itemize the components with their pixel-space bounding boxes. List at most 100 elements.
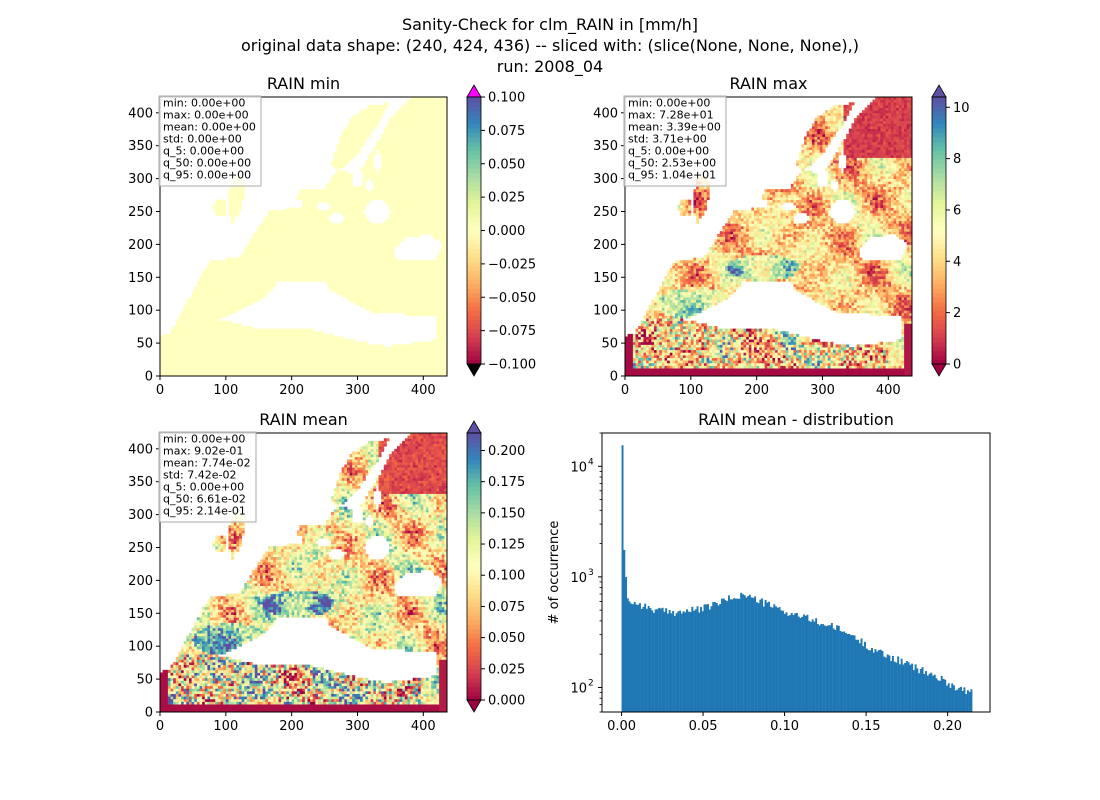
heatmap-cell — [186, 302, 190, 306]
heatmap-cell — [354, 225, 358, 229]
heatmap-cell — [233, 352, 237, 356]
heatmap-cell — [299, 275, 303, 280]
heatmap-cell — [341, 252, 345, 256]
heatmap-cell — [425, 215, 429, 219]
heatmap-cell — [402, 225, 406, 229]
heatmap-cell — [439, 373, 443, 377]
heatmap-cell — [183, 373, 187, 377]
heatmap-cell — [289, 278, 293, 282]
heatmap-cell — [291, 336, 295, 340]
heatmap-cell — [204, 325, 208, 330]
heatmap-cell — [433, 294, 437, 298]
heatmap-cell — [439, 275, 443, 280]
heatmap-cell — [252, 265, 256, 269]
heatmap-cell — [210, 262, 214, 266]
heatmap-cell — [344, 352, 348, 356]
heatmap-cell — [267, 270, 271, 274]
heatmap-cell — [441, 231, 445, 235]
heatmap-cell — [273, 344, 277, 348]
heatmap-cell — [286, 368, 290, 372]
heatmap-cell — [341, 344, 345, 348]
heatmap-cell — [270, 362, 274, 366]
heatmap-cell — [181, 368, 185, 372]
heatmap-cell — [204, 347, 208, 351]
heatmap-cell — [262, 333, 266, 337]
heatmap-cell — [312, 202, 316, 206]
heatmap-cell — [391, 283, 395, 287]
heatmap-cell — [233, 194, 237, 198]
heatmap-cell — [275, 225, 279, 229]
heatmap-cell — [362, 362, 366, 366]
heatmap-cell — [220, 275, 224, 280]
heatmap-cell — [404, 302, 408, 306]
heatmap-cell — [365, 197, 369, 201]
heatmap-cell — [336, 286, 340, 290]
heatmap-cell — [418, 204, 422, 208]
heatmap-cell — [181, 354, 185, 358]
heatmap-cell — [291, 260, 295, 264]
heatmap-cell — [202, 328, 206, 332]
heatmap-cell — [265, 278, 269, 282]
heatmap-cell — [404, 265, 408, 269]
heatmap-cell — [441, 286, 445, 290]
heatmap-cell — [217, 370, 221, 374]
heatmap-cell — [383, 252, 387, 256]
heatmap-cell — [275, 241, 279, 245]
heatmap-cell — [220, 273, 224, 277]
heatmap-cell — [231, 262, 235, 266]
heatmap-cell — [381, 268, 385, 272]
heatmap-cell — [183, 365, 187, 369]
heatmap-cell — [412, 220, 416, 224]
heatmap-cell — [375, 299, 379, 303]
heatmap-cell — [236, 333, 240, 337]
heatmap-cell — [194, 291, 198, 295]
heatmap-cell — [396, 373, 400, 377]
heatmap-cell — [433, 223, 437, 227]
heatmap-cell — [439, 312, 443, 316]
heatmap-cell — [199, 286, 203, 290]
heatmap-cell — [283, 354, 287, 358]
heatmap-cell — [370, 231, 374, 235]
heatmap-cell — [270, 215, 274, 219]
heatmap-cell — [246, 265, 250, 269]
heatmap-cell — [252, 254, 256, 258]
heatmap-cell — [420, 223, 424, 227]
heatmap-cell — [365, 268, 369, 272]
heatmap-cell — [396, 199, 400, 203]
heatmap-cell — [244, 362, 248, 366]
heatmap-cell — [402, 354, 406, 358]
heatmap-cell — [183, 349, 187, 353]
heatmap-cell — [257, 273, 261, 277]
heatmap-cell — [378, 257, 382, 261]
heatmap-cell — [302, 339, 306, 343]
heatmap-cell — [270, 354, 274, 358]
heatmap-cell — [246, 373, 250, 377]
heatmap-cell — [294, 336, 298, 340]
heatmap-cell — [181, 365, 185, 369]
heatmap-cell — [252, 299, 256, 303]
heatmap-cell — [225, 325, 229, 330]
heatmap-cell — [357, 210, 361, 214]
heatmap-cell — [381, 373, 385, 377]
heatmap-cell — [423, 260, 427, 264]
heatmap-cell — [407, 273, 411, 277]
heatmap-cell — [441, 204, 445, 208]
heatmap-cell — [396, 349, 400, 353]
heatmap-cell — [254, 265, 258, 269]
heatmap-cell — [283, 252, 287, 256]
heatmap-cell — [415, 225, 419, 229]
heatmap-cell — [423, 270, 427, 274]
heatmap-cell — [344, 341, 348, 345]
heatmap-cell — [402, 223, 406, 227]
heatmap-cell — [204, 299, 208, 303]
heatmap-cell — [441, 249, 445, 253]
heatmap-cell — [383, 352, 387, 356]
heatmap-cell — [238, 354, 243, 358]
heatmap-cell — [307, 225, 311, 229]
heatmap-cell — [317, 354, 322, 358]
heatmap-cell — [418, 307, 422, 311]
heatmap-cell — [199, 352, 203, 356]
heatmap-cell — [267, 344, 271, 348]
heatmap-cell — [228, 294, 232, 298]
heatmap-cell — [357, 270, 361, 274]
